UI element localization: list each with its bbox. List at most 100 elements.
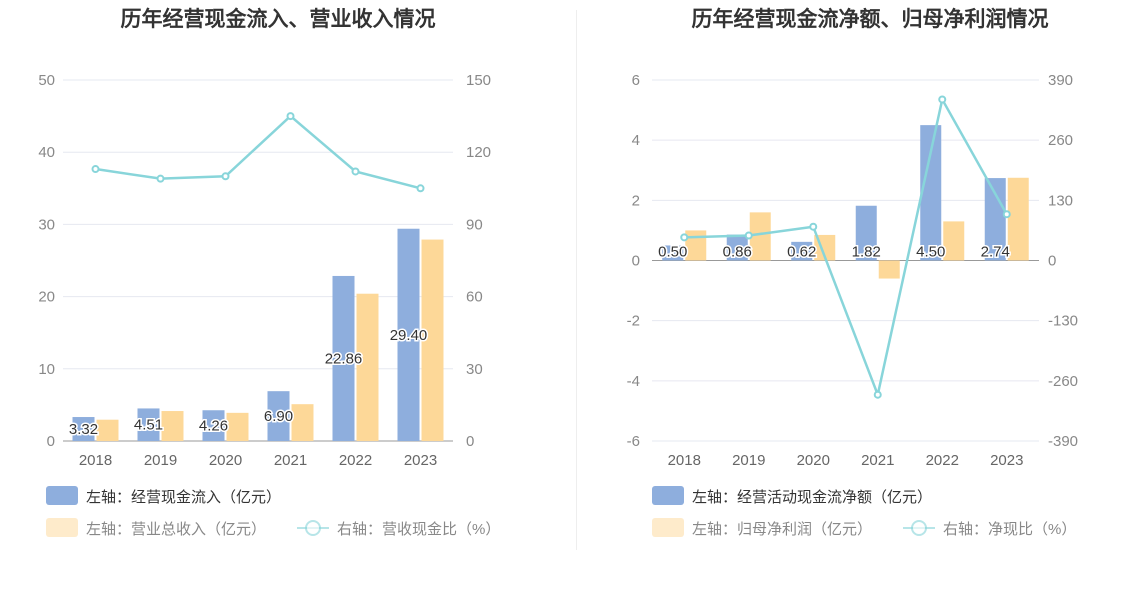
- legend-swatch-bar1: [652, 486, 684, 505]
- line-point: [351, 167, 360, 176]
- y-left-tick-label: -4: [627, 373, 640, 390]
- y-left-tick-label: 40: [38, 144, 55, 161]
- panel-divider: [576, 10, 577, 550]
- line-point: [286, 112, 295, 121]
- data-label: 0.50: [658, 244, 687, 261]
- bar-series-1: [726, 234, 748, 261]
- bar-series-2: [421, 239, 444, 441]
- y-right-tick-label: 130: [1048, 192, 1073, 209]
- x-tick-label: 2021: [861, 452, 894, 469]
- data-label: 0.62: [787, 244, 816, 261]
- line-series: [95, 114, 421, 190]
- y-left-tick-label: 4: [632, 132, 640, 149]
- y-right-tick-label: -390: [1048, 433, 1078, 450]
- legend-label-bar1: 左轴：经营现金流入（亿元）: [86, 489, 281, 506]
- y-right-tick-label: 150: [466, 72, 491, 89]
- x-tick-label: 2019: [144, 452, 177, 469]
- x-tick-label: 2018: [79, 452, 112, 469]
- line-point: [744, 231, 753, 240]
- legend-swatch-bar1: [46, 486, 78, 505]
- chart-net-cashflow-profit: 历年经营现金流净额、归母净利润情况 -6 -4 -2 0 2 4 6 -390 -260 -130 0…: [627, 7, 1078, 538]
- bar-series-2: [943, 221, 965, 261]
- x-tick-label: 2018: [668, 452, 701, 469]
- legend-swatch-bar2: [652, 518, 684, 537]
- bar-series-1: [267, 391, 290, 441]
- y-right-tick-label: 60: [466, 289, 483, 306]
- x-tick-label: 2020: [209, 452, 242, 469]
- x-tick-label: 2022: [339, 452, 372, 469]
- y-right-tick-label: 30: [466, 361, 483, 378]
- data-label: 4.26: [199, 418, 228, 435]
- y-left-tick-label: -2: [627, 313, 640, 330]
- line-point: [809, 222, 818, 231]
- line-point: [938, 95, 947, 104]
- data-label: 2.74: [981, 244, 1010, 261]
- line-point: [1002, 210, 1011, 219]
- data-label: 6.90: [264, 408, 293, 425]
- data-label: 1.82: [852, 244, 881, 261]
- y-left-tick-label: 6: [632, 72, 640, 89]
- data-label: 29.40: [390, 327, 428, 344]
- bar-series-1: [855, 205, 877, 261]
- y-right-tick-label: 260: [1048, 132, 1073, 149]
- y-left-tick-label: 50: [38, 72, 55, 89]
- y-right-tick-label: 0: [466, 433, 474, 450]
- legend-swatch-line-marker: [911, 520, 927, 536]
- bar-series-2: [96, 419, 119, 441]
- y-left-tick-label: 0: [632, 253, 640, 270]
- x-tick-label: 2023: [404, 452, 437, 469]
- chart-title: 历年经营现金流净额、归母净利润情况: [692, 7, 1049, 31]
- line-point: [156, 174, 165, 183]
- x-tick-label: 2019: [732, 452, 765, 469]
- line-point: [873, 390, 882, 399]
- bar-series-2: [749, 212, 771, 261]
- bar-series-2: [685, 230, 707, 261]
- bar-series-1: [137, 408, 160, 441]
- y-left-tick-label: 20: [38, 289, 55, 306]
- data-label: 3.32: [69, 421, 98, 438]
- y-right-tick-label: -130: [1048, 313, 1078, 330]
- line-point: [221, 172, 230, 181]
- x-tick-label: 2022: [926, 452, 959, 469]
- bar-series-2: [1007, 177, 1029, 261]
- line-point: [680, 233, 689, 242]
- y-left-tick-label: 10: [38, 361, 55, 378]
- chart-title: 历年经营现金流入、营业收入情况: [121, 7, 436, 31]
- y-left-tick-label: 0: [47, 433, 55, 450]
- y-left-tick-label: 2: [632, 192, 640, 209]
- legend-label-bar1: 左轴：经营活动现金流净额（亿元）: [692, 489, 932, 506]
- bar-series-1: [920, 125, 942, 261]
- data-label: 4.51: [134, 417, 163, 434]
- y-right-tick-label: 390: [1048, 72, 1073, 89]
- chart-cashflow-revenue: 历年经营现金流入、营业收入情况 0 10 20 30 40 50 0 30 60 90 120 150 2…: [38, 7, 500, 538]
- legend-label-line: 右轴：营收现金比（%）: [337, 521, 500, 538]
- line-point: [91, 165, 100, 174]
- line-point: [416, 184, 425, 193]
- bar-series-2: [878, 260, 900, 279]
- legend-swatch-bar2: [46, 518, 78, 537]
- x-tick-label: 2023: [990, 452, 1023, 469]
- y-right-tick-label: 120: [466, 144, 491, 161]
- bar-series-1: [662, 245, 684, 261]
- y-right-tick-label: -260: [1048, 373, 1078, 390]
- data-label: 4.50: [916, 244, 945, 261]
- bar-series-1: [791, 241, 813, 261]
- x-tick-label: 2020: [797, 452, 830, 469]
- x-tick-label: 2021: [274, 452, 307, 469]
- legend-label-line: 右轴：净现比（%）: [943, 521, 1076, 538]
- bar-series-1: [332, 275, 355, 441]
- bar-series-2: [356, 293, 379, 441]
- bar-series-2: [161, 411, 184, 441]
- y-right-tick-label: 0: [1048, 253, 1056, 270]
- bar-series-1: [72, 417, 95, 441]
- legend-label-bar2: 左轴：营业总收入（亿元）: [86, 521, 266, 538]
- bar-series-1: [984, 178, 1006, 261]
- y-right-tick-label: 90: [466, 216, 483, 233]
- y-left-tick-label: -6: [627, 433, 640, 450]
- line-series: [684, 95, 1008, 400]
- legend-swatch-line-marker: [305, 520, 321, 536]
- bar-series-2: [291, 404, 314, 441]
- data-label: 22.86: [325, 350, 363, 367]
- bar-series-1: [202, 410, 225, 441]
- bar-series-1: [397, 228, 420, 441]
